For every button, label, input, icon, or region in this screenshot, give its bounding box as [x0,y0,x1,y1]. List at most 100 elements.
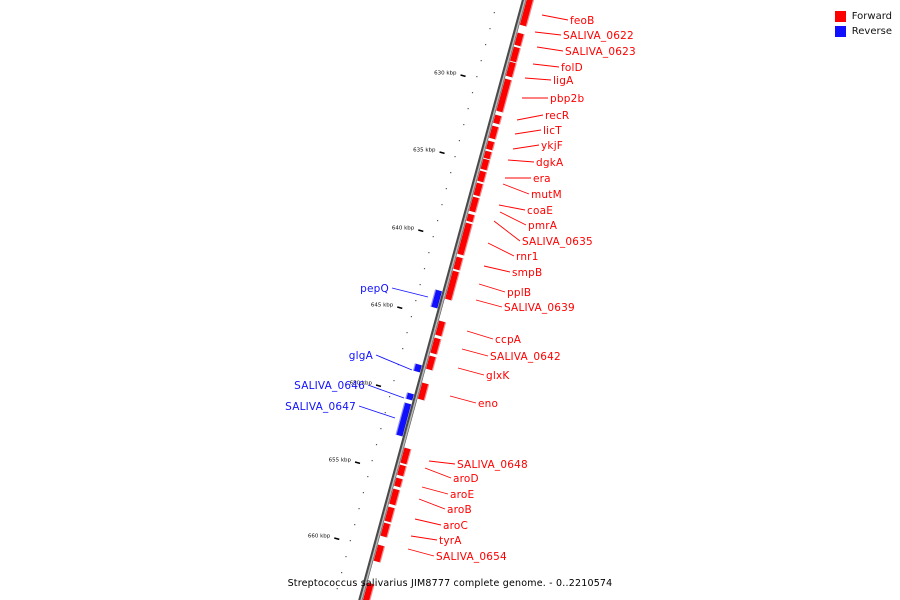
scale-dot [358,508,360,510]
gene-block-glga[interactable] [412,363,423,373]
gene-label-saliva-0622[interactable]: SALIVA_0622 [563,30,634,42]
gene-block-saliva-0646[interactable] [405,392,415,401]
gene-block-saliva-0654[interactable] [361,582,375,600]
gene-label-mutm[interactable]: mutM [531,189,562,201]
gene-block-aroe[interactable] [388,488,401,506]
gene-label-aroc[interactable]: aroC [443,520,468,532]
scale-dot [349,540,351,542]
gene-highlight [395,402,406,435]
gene-block-liga[interactable] [496,78,513,113]
gene-block-era[interactable] [477,170,488,183]
gene-block-saliva-0639[interactable] [435,320,447,337]
gene-label-aroe[interactable]: aroE [450,489,474,501]
gene-label-saliva-0635[interactable]: SALIVA_0635 [522,236,593,248]
scale-dot [493,12,495,14]
gene-label-dgka[interactable]: dgkA [536,157,564,169]
gene-block-aroc[interactable] [380,522,392,538]
scale-dot [467,108,469,110]
gene-highlight [511,63,517,78]
gene-block-dgka[interactable] [480,158,491,171]
gene-block-saliva-0642[interactable] [425,355,437,371]
gene-label-saliva-0639[interactable]: SALIVA_0639 [504,302,575,314]
leader-line-pepq [391,287,429,298]
legend-label-forward: Forward [851,11,892,22]
gene-block-pepq[interactable] [430,289,443,309]
gene-label-ykjf[interactable]: ykjF [541,140,563,152]
leader-line-saliva-0654 [407,548,435,557]
gene-label-feob[interactable]: feoB [570,15,595,27]
gene-label-coae[interactable]: coaE [527,205,553,217]
gene-highlight [472,215,476,223]
gene-block-saliva-0622[interactable] [514,32,525,47]
gene-label-saliva-0623[interactable]: SALIVA_0623 [565,46,636,58]
scale-dot [371,460,373,462]
gene-block-feob[interactable] [519,0,535,27]
scale-dot [454,156,456,158]
tick-label: 645 kbp [371,303,394,309]
gene-label-arob[interactable]: aroB [447,504,472,516]
gene-block-glxk[interactable] [417,382,430,401]
gene-label-fold[interactable]: folD [561,62,583,74]
gene-block-arod[interactable] [393,477,404,488]
gene-block-ykjf[interactable] [483,150,493,160]
gene-label-liga[interactable]: ligA [553,75,574,87]
gene-label-pmra[interactable]: pmrA [528,220,558,232]
scale-dot [402,348,404,350]
gene-label-arod[interactable]: aroD [453,473,479,485]
gene-label-era[interactable]: era [533,173,551,185]
leader-line-mutm [502,183,530,195]
gene-block-saliva-0635[interactable] [457,222,473,256]
gene-block-tyra[interactable] [373,544,386,563]
gene-label-tyra[interactable]: tyrA [439,535,462,547]
gene-block-mutm[interactable] [473,182,484,197]
gene-body [430,289,443,309]
gene-block-fold[interactable] [505,61,517,78]
gene-highlight [494,127,500,140]
leader-line-saliva-0639 [475,299,503,308]
gene-highlight [431,357,437,371]
gene-block-eno[interactable] [400,447,412,465]
gene-label-lict[interactable]: licT [543,125,562,137]
gene-highlight [386,524,391,538]
gene-label-smpb[interactable]: smpB [512,267,542,279]
gene-highlight [423,384,430,401]
gene-label-pplb[interactable]: pplB [507,287,531,299]
gene-label-saliva-0648[interactable]: SALIVA_0648 [457,459,528,471]
leader-line-eno [449,395,477,404]
gene-block-coae[interactable] [468,196,480,213]
gene-block-arob[interactable] [384,506,396,523]
gene-label-pepq[interactable]: pepQ [360,283,389,295]
gene-block-saliva-0647[interactable] [395,402,412,437]
gene-label-ccpa[interactable]: ccpA [495,334,522,346]
gene-label-glga[interactable]: glgA [349,350,374,362]
gene-label-recr[interactable]: recR [545,110,569,122]
gene-block-saliva-0648[interactable] [396,464,407,477]
gene-block-ccpa[interactable] [430,337,442,355]
scale-dot [485,44,487,46]
gene-highlight [463,224,473,256]
gene-block-lict[interactable] [485,140,496,151]
gene-label-pbp2b[interactable]: pbp2b [550,93,584,105]
gene-label-saliva-0647[interactable]: SALIVA_0647 [285,401,356,413]
scale-dot [384,412,386,414]
gene-label-glxk[interactable]: glxK [486,370,510,382]
tick-label: 640 kbp [392,226,415,232]
gene-label-rnr1[interactable]: rnr1 [516,251,539,263]
gene-label-saliva-0642[interactable]: SALIVA_0642 [490,351,561,363]
gene-label-eno[interactable]: eno [478,398,498,410]
gene-block-recr[interactable] [488,125,500,140]
gene-block-pmra[interactable] [466,213,476,223]
gene-block-saliva-0623[interactable] [509,46,521,63]
tick-label: 660 kbp [308,534,331,540]
gene-block-pbp2b[interactable] [492,114,503,125]
scale-dot [341,572,343,574]
gene-label-saliva-0654[interactable]: SALIVA_0654 [436,551,507,563]
gene-block-rnr1[interactable] [453,256,464,271]
gene-block-pplb[interactable] [444,292,454,301]
gene-highlight [498,116,503,125]
gene-highlight [515,48,521,63]
legend: Forward Reverse [834,9,892,39]
gene-label-saliva-0646[interactable]: SALIVA_0646 [294,380,365,392]
